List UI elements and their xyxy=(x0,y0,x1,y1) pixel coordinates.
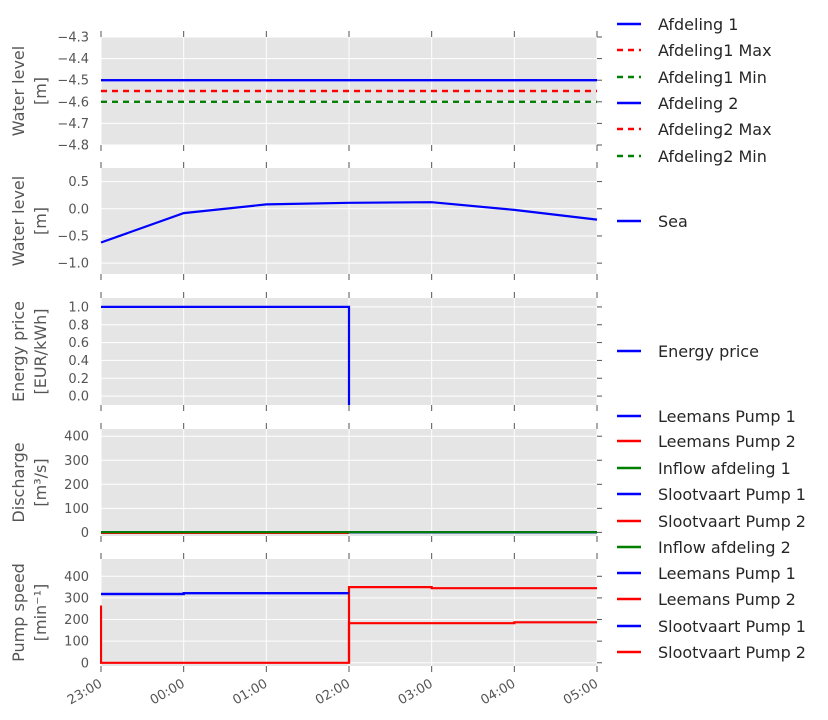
y-tick-label: 400 xyxy=(64,430,89,445)
y-tick-label: 0 xyxy=(81,656,89,671)
x-tick-label: 04:00 xyxy=(478,676,518,708)
y-tick-label: 0 xyxy=(81,526,89,541)
y-axis-label-line: Pump speed xyxy=(9,563,28,662)
legend-label: Afdeling1 Max xyxy=(658,41,772,60)
y-tick-label: −0.5 xyxy=(57,229,89,244)
legend-label: Afdeling2 Max xyxy=(658,120,772,139)
y-axis-label-line: [min⁻¹] xyxy=(31,584,50,642)
y-tick-label: 0.6 xyxy=(68,336,89,351)
y-axis-label-line: Water level xyxy=(9,176,28,266)
y-axis-label-line: Energy price xyxy=(9,301,28,402)
y-axis-label-line: [m] xyxy=(31,77,50,105)
y-tick-label: 300 xyxy=(64,454,89,469)
series-line-5-2 xyxy=(100,585,597,664)
panel-1: −4.3 −4.4 −4.5 −4.6 −4.7 −4.8 Water level [m] Af… xyxy=(9,15,772,166)
y-tick-label: 0.0 xyxy=(68,390,89,405)
x-tick-label: 05:00 xyxy=(561,676,601,708)
x-tick-label: 02:00 xyxy=(313,676,353,708)
y-tick-label: 100 xyxy=(64,635,89,650)
x-tick-label: 03:00 xyxy=(396,676,436,708)
x-tick-label: 00:00 xyxy=(148,676,188,708)
y-tick-label: −4.6 xyxy=(57,95,89,110)
legend-label: Slootvaart Pump 2 xyxy=(658,643,806,662)
y-tick-label: 400 xyxy=(64,570,89,585)
y-tick-label: 1.0 xyxy=(68,300,89,315)
y-tick-label: 0.2 xyxy=(68,372,89,387)
y-axis-label: Energy price [EUR/kWh] xyxy=(9,301,50,402)
legend-label: Inflow afdeling 2 xyxy=(658,538,791,557)
panel-4: 400 300 200 100 0 Discharge [m³/s] Leemans Pump… xyxy=(9,407,806,557)
panel-5: 400 300 200 100 0 Pump speed [min⁻¹] Leemans Pu… xyxy=(9,553,806,672)
y-tick-label: 0.4 xyxy=(68,354,89,369)
y-tick-label: −4.8 xyxy=(57,139,89,154)
legend-label: Afdeling 2 xyxy=(658,94,738,113)
legend-label: Afdeling2 Min xyxy=(658,147,767,166)
y-tick-label: 0.8 xyxy=(68,318,89,333)
y-axis-label: Water level [m] xyxy=(9,46,50,136)
y-tick-label: −4.7 xyxy=(57,117,89,132)
y-tick-label: 200 xyxy=(64,613,89,628)
y-tick-label: −4.4 xyxy=(57,52,89,67)
y-axis-label-line: [m³/s] xyxy=(31,458,50,506)
y-axis-label: Pump speed [min⁻¹] xyxy=(9,563,50,662)
x-tick-label: 01:00 xyxy=(230,676,270,708)
y-axis-label-line: [m] xyxy=(31,207,50,235)
y-tick-label: −4.5 xyxy=(57,74,89,89)
y-axis-label-line: [EUR/kWh] xyxy=(31,308,50,394)
y-tick-label: 0.0 xyxy=(68,202,89,217)
y-tick-label: −4.3 xyxy=(57,31,89,46)
y-tick-label: 100 xyxy=(64,502,89,517)
y-tick-label: 300 xyxy=(64,591,89,606)
legend-label: Afdeling1 Min xyxy=(658,68,767,87)
panel-2: 0.5 0.0 −0.5 −1.0 Water level [m] Sea xyxy=(9,162,688,280)
legend-label: Inflow afdeling 1 xyxy=(658,459,791,478)
series-line-5-4 xyxy=(347,621,597,663)
legend-label: Energy price xyxy=(658,342,759,361)
legend-label: Slootvaart Pump 1 xyxy=(658,617,806,636)
legend-label: Leemans Pump 2 xyxy=(658,432,796,451)
legend-label: Leemans Pump 1 xyxy=(658,407,796,426)
legend-label: Slootvaart Pump 2 xyxy=(658,512,806,531)
legend-label: Slootvaart Pump 1 xyxy=(658,485,806,504)
series-line-3-1 xyxy=(101,305,351,405)
legend-label: Afdeling 1 xyxy=(658,15,738,34)
y-tick-label: −1.0 xyxy=(57,257,89,272)
y-tick-label: 200 xyxy=(64,478,89,493)
y-axis-label: Water level [m] xyxy=(9,176,50,266)
legend-label: Sea xyxy=(658,212,688,231)
y-axis-label-line: Water level xyxy=(9,46,28,136)
x-tick-label: 23:00 xyxy=(65,676,105,708)
series-line-5-3 xyxy=(101,592,349,596)
y-axis-label-line: Discharge xyxy=(9,442,28,522)
series-line-2-1 xyxy=(100,201,598,244)
y-axis-label: Discharge [m³/s] xyxy=(9,442,50,522)
legend-label: Leemans Pump 1 xyxy=(658,564,796,583)
y-tick-label: 0.5 xyxy=(68,175,89,190)
legend-label: Leemans Pump 2 xyxy=(658,590,796,609)
